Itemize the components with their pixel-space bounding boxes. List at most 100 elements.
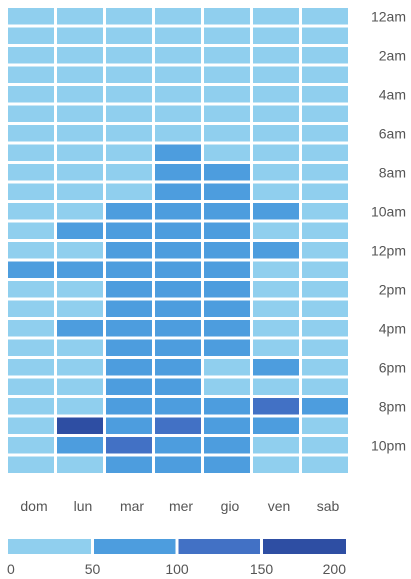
heatmap-cell-lun-h6 — [57, 125, 103, 142]
heatmap-cell-sab-h1 — [302, 27, 348, 44]
heatmap-cell-ven-h8 — [253, 164, 299, 181]
heatmap-cell-sab-h16 — [302, 320, 348, 337]
legend-swatch-0-50 — [8, 539, 91, 554]
heatmap-cell-dom-h21 — [8, 417, 54, 434]
heatmap-cell-ven-h9 — [253, 183, 299, 200]
heatmap-cell-gio-h8 — [204, 164, 250, 181]
heatmap-cell-dom-h20 — [8, 398, 54, 415]
heatmap-cell-gio-h0 — [204, 8, 250, 25]
heatmap-cell-sab-h14 — [302, 281, 348, 298]
day-label-mar: mar — [120, 498, 144, 514]
heatmap-cell-sab-h3 — [302, 66, 348, 83]
heatmap-cell-mar-h23 — [106, 456, 152, 473]
heatmap-cell-gio-h6 — [204, 125, 250, 142]
color-legend — [8, 539, 346, 554]
heatmap-cell-mer-h21 — [155, 417, 201, 434]
heatmap-cell-mer-h14 — [155, 281, 201, 298]
heatmap-cell-mar-h13 — [106, 261, 152, 278]
heatmap-cell-lun-h1 — [57, 27, 103, 44]
heatmap-cell-sab-h2 — [302, 47, 348, 64]
heatmap-cell-sab-h9 — [302, 183, 348, 200]
heatmap-cell-sab-h23 — [302, 456, 348, 473]
heatmap-cell-gio-h16 — [204, 320, 250, 337]
heatmap-cell-mar-h10 — [106, 203, 152, 220]
day-label-ven: ven — [268, 498, 291, 514]
heatmap-cell-mer-h9 — [155, 183, 201, 200]
heatmap-cell-lun-h13 — [57, 261, 103, 278]
heatmap-cell-ven-h22 — [253, 437, 299, 454]
heatmap-cell-dom-h9 — [8, 183, 54, 200]
heatmap-cell-mer-h4 — [155, 86, 201, 103]
heatmap-cell-mar-h17 — [106, 339, 152, 356]
heatmap-cell-gio-h17 — [204, 339, 250, 356]
legend-swatch-150-200 — [263, 539, 346, 554]
heatmap-cell-mer-h17 — [155, 339, 201, 356]
heatmap-cell-dom-h5 — [8, 105, 54, 122]
heatmap-cell-mer-h15 — [155, 300, 201, 317]
heatmap-cell-gio-h4 — [204, 86, 250, 103]
heatmap-cell-mar-h14 — [106, 281, 152, 298]
heatmap-cell-lun-h0 — [57, 8, 103, 25]
heatmap-cell-gio-h7 — [204, 144, 250, 161]
heatmap-cell-ven-h23 — [253, 456, 299, 473]
heatmap-cell-lun-h2 — [57, 47, 103, 64]
heatmap-cell-mer-h23 — [155, 456, 201, 473]
hour-label-8pm: 8pm — [379, 398, 406, 414]
heatmap-cell-gio-h11 — [204, 222, 250, 239]
heatmap-cell-gio-h5 — [204, 105, 250, 122]
day-label-dom: dom — [20, 498, 47, 514]
heatmap-cell-lun-h11 — [57, 222, 103, 239]
heatmap-cell-lun-h4 — [57, 86, 103, 103]
heatmap-cell-ven-h0 — [253, 8, 299, 25]
heatmap-cell-mer-h10 — [155, 203, 201, 220]
legend-tick-200: 200 — [323, 561, 347, 577]
heatmap-cell-dom-h14 — [8, 281, 54, 298]
heatmap-cell-dom-h7 — [8, 144, 54, 161]
hour-label-4am: 4am — [379, 86, 406, 102]
heatmap-cell-lun-h16 — [57, 320, 103, 337]
heatmap-cell-dom-h18 — [8, 359, 54, 376]
heatmap-cell-mar-h8 — [106, 164, 152, 181]
heatmap-cell-mar-h16 — [106, 320, 152, 337]
heatmap-cell-mer-h19 — [155, 378, 201, 395]
heatmap-cell-dom-h23 — [8, 456, 54, 473]
heatmap-cell-mer-h20 — [155, 398, 201, 415]
heatmap-cell-lun-h9 — [57, 183, 103, 200]
day-label-lun: lun — [74, 498, 93, 514]
heatmap-cell-dom-h8 — [8, 164, 54, 181]
heatmap-cell-lun-h22 — [57, 437, 103, 454]
heatmap-cell-ven-h3 — [253, 66, 299, 83]
heatmap-cell-dom-h19 — [8, 378, 54, 395]
hour-label-6am: 6am — [379, 125, 406, 141]
legend-tick-0: 0 — [7, 561, 15, 577]
hour-label-6pm: 6pm — [379, 359, 406, 375]
heatmap-cell-gio-h3 — [204, 66, 250, 83]
legend-tick-100: 100 — [165, 561, 189, 577]
heatmap-cell-sab-h19 — [302, 378, 348, 395]
heatmap-cell-gio-h23 — [204, 456, 250, 473]
heatmap-cell-sab-h12 — [302, 242, 348, 259]
heatmap-cell-ven-h12 — [253, 242, 299, 259]
legend-tick-50: 50 — [85, 561, 101, 577]
heatmap-cell-gio-h21 — [204, 417, 250, 434]
heatmap-cell-ven-h15 — [253, 300, 299, 317]
heatmap-cell-gio-h12 — [204, 242, 250, 259]
heatmap-cell-dom-h12 — [8, 242, 54, 259]
heatmap-cell-ven-h6 — [253, 125, 299, 142]
heatmap-cell-sab-h13 — [302, 261, 348, 278]
heatmap-cell-sab-h4 — [302, 86, 348, 103]
day-label-gio: gio — [221, 498, 240, 514]
heatmap-cell-gio-h9 — [204, 183, 250, 200]
heatmap-cell-sab-h6 — [302, 125, 348, 142]
heatmap-cell-mer-h18 — [155, 359, 201, 376]
heatmap-cell-mer-h3 — [155, 66, 201, 83]
heatmap-cell-gio-h10 — [204, 203, 250, 220]
heatmap-cell-mer-h13 — [155, 261, 201, 278]
heatmap-cell-lun-h14 — [57, 281, 103, 298]
heatmap-cell-gio-h1 — [204, 27, 250, 44]
heatmap-cell-lun-h5 — [57, 105, 103, 122]
heatmap-cell-mar-h19 — [106, 378, 152, 395]
heatmap-cell-ven-h20 — [253, 398, 299, 415]
heatmap-cell-lun-h17 — [57, 339, 103, 356]
heatmap-cell-sab-h7 — [302, 144, 348, 161]
